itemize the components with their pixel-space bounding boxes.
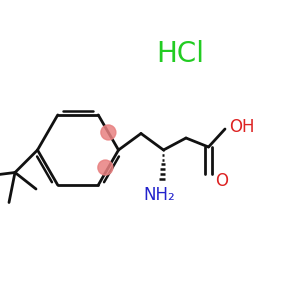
- Text: OH: OH: [229, 118, 254, 136]
- Circle shape: [98, 160, 113, 175]
- Text: HCl: HCl: [156, 40, 204, 68]
- Text: NH₂: NH₂: [143, 186, 175, 204]
- Text: O: O: [215, 172, 229, 190]
- Circle shape: [101, 125, 116, 140]
